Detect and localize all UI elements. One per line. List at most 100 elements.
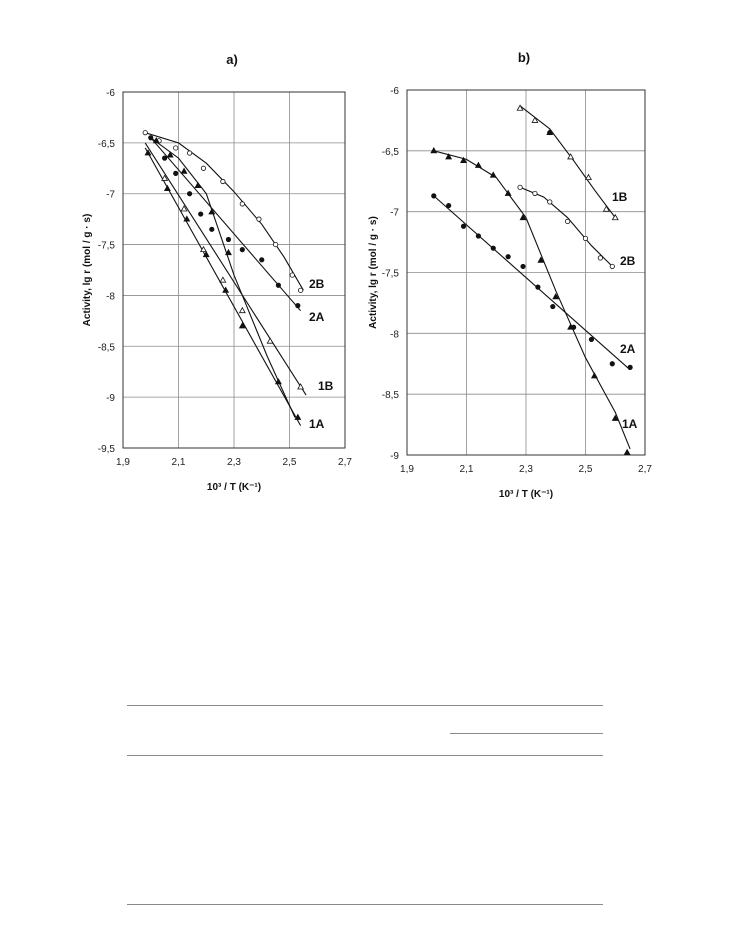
series-line xyxy=(144,147,302,426)
series-label: 2B xyxy=(620,254,636,268)
data-point xyxy=(295,302,301,309)
y-tick-label: -6 xyxy=(106,88,115,99)
data-point xyxy=(565,218,571,224)
series-line xyxy=(519,105,616,219)
data-point xyxy=(547,199,553,205)
data-point xyxy=(489,171,497,178)
data-point xyxy=(584,173,592,181)
y-tick-label: -8 xyxy=(390,329,399,340)
data-point xyxy=(273,241,279,248)
data-point xyxy=(609,361,615,367)
y-tick-label: -8 xyxy=(106,291,115,302)
x-axis-label: 10³ / T (K⁻¹) xyxy=(499,489,553,500)
data-point xyxy=(294,413,302,420)
data-point xyxy=(198,211,204,217)
x-tick-label: 2,5 xyxy=(283,457,297,468)
series-line xyxy=(144,142,307,396)
data-point xyxy=(431,193,437,199)
data-point xyxy=(180,167,188,174)
series-label: 1B xyxy=(612,190,628,204)
data-point xyxy=(238,322,246,329)
data-point xyxy=(152,137,160,144)
y-tick-label: -7,5 xyxy=(382,269,400,280)
data-point xyxy=(209,226,215,232)
data-point xyxy=(550,303,556,310)
data-point xyxy=(259,257,265,263)
data-point xyxy=(194,181,202,188)
data-point xyxy=(220,178,226,185)
data-point xyxy=(516,104,524,111)
data-point xyxy=(567,153,575,160)
x-tick-label: 1,9 xyxy=(400,464,414,475)
data-point xyxy=(187,150,193,156)
series-label: 2B xyxy=(309,277,325,291)
table-rule-header xyxy=(127,755,603,756)
data-point xyxy=(547,129,553,136)
data-point xyxy=(602,205,610,212)
data-point xyxy=(474,161,482,168)
data-point xyxy=(590,372,598,379)
series-line xyxy=(150,137,296,418)
y-tick-label: -7 xyxy=(390,208,399,219)
panel-a: 1,9 2,1 2,3 2,5 2,7 -6 -6,5 -7 -7,5 -8 -8,5 -9 -9,5 a… xyxy=(82,52,352,493)
data-point xyxy=(535,284,541,290)
y-tick-label: -6,5 xyxy=(98,139,116,150)
data-point xyxy=(142,130,148,136)
x-tick-label: 2,5 xyxy=(579,464,593,475)
y-tick-label: -8,5 xyxy=(98,342,116,353)
data-point xyxy=(490,245,496,251)
data-point xyxy=(289,272,295,278)
x-tick-label: 2,1 xyxy=(172,457,186,468)
panel-title: a) xyxy=(226,52,238,67)
y-axis-label: Activity, lg r (mol / g · s) xyxy=(368,216,379,329)
series-label: 2A xyxy=(620,342,636,356)
data-point xyxy=(222,286,230,293)
y-tick-label: -8,5 xyxy=(382,390,400,401)
data-point xyxy=(297,383,305,390)
y-tick-label: -7 xyxy=(106,190,115,201)
series-label: 1A xyxy=(622,417,638,431)
data-point xyxy=(460,156,468,163)
data-point xyxy=(582,235,589,242)
data-point xyxy=(609,263,615,270)
data-point xyxy=(446,202,452,209)
y-tick-label: -7,5 xyxy=(98,241,116,252)
x-tick-label: 2,7 xyxy=(338,457,352,468)
data-point xyxy=(256,216,262,222)
data-point xyxy=(199,245,207,253)
data-point xyxy=(537,256,545,263)
data-point xyxy=(238,306,246,314)
data-point xyxy=(266,337,274,344)
data-point xyxy=(200,165,207,171)
y-tick-label: -9 xyxy=(106,393,115,404)
data-point xyxy=(445,153,453,160)
data-point xyxy=(224,248,232,256)
data-point xyxy=(239,247,245,253)
plot-frame xyxy=(406,89,646,456)
data-point xyxy=(183,215,191,222)
series-label: 2A xyxy=(309,310,325,324)
y-tick-label: -9 xyxy=(390,451,399,462)
y-tick-label: -9,5 xyxy=(98,444,116,455)
data-point xyxy=(202,250,210,258)
y-tick-label: -6 xyxy=(390,86,399,97)
data-point xyxy=(552,293,560,300)
data-point xyxy=(430,147,438,154)
x-tick-label: 2,1 xyxy=(460,464,474,475)
data-point xyxy=(517,184,523,190)
data-point xyxy=(520,263,526,270)
data-point xyxy=(611,213,619,221)
series-line xyxy=(433,150,631,450)
data-point xyxy=(475,233,481,239)
data-point xyxy=(627,364,633,370)
x-axis-label: 10³ / T (K⁻¹) xyxy=(207,482,261,493)
data-point xyxy=(144,149,152,156)
x-tick-label: 2,3 xyxy=(519,464,533,475)
data-point xyxy=(162,155,168,161)
data-point xyxy=(275,282,281,288)
table-rule-bottom xyxy=(127,904,603,905)
table-rule-top xyxy=(127,705,603,706)
data-point xyxy=(225,236,232,243)
data-point xyxy=(588,336,595,343)
